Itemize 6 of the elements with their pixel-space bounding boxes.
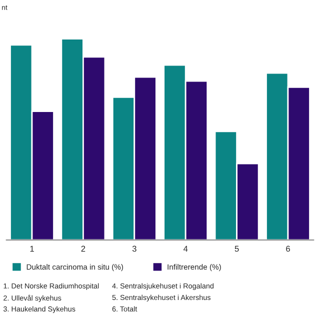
- x-tick-label: 5: [234, 246, 239, 252]
- x-tick-label: 4: [183, 246, 188, 252]
- x-tick-label: 3: [132, 246, 136, 252]
- x-tick-label: 2: [81, 246, 86, 252]
- x-tick-label: 1: [30, 246, 34, 252]
- x-tick-label: 6: [286, 246, 290, 252]
